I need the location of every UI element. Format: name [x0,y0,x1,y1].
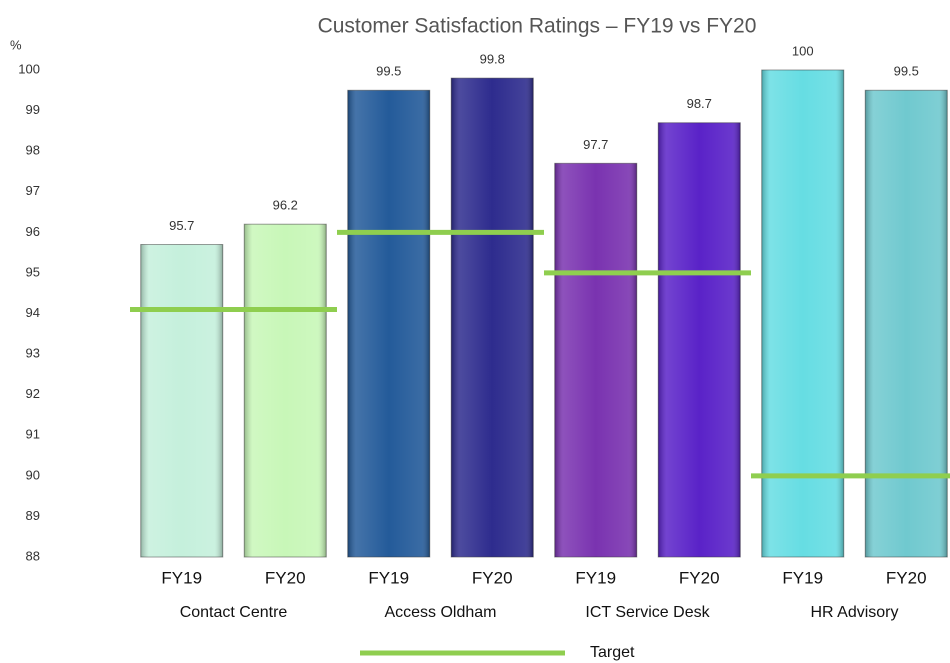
bar-bevel [658,122,741,557]
bar-bevel [865,90,948,558]
y-tick-label: 99 [26,102,40,117]
value-label: 100 [792,43,814,58]
value-label: 95.7 [169,218,194,233]
y-tick-label: 91 [26,427,40,442]
y-tick-label: 100 [18,61,40,76]
x-tick-label: FY19 [575,568,616,587]
y-tick-label: 97 [26,183,40,198]
bar-bevel [244,224,327,557]
y-tick-label: 96 [26,224,40,239]
y-tick-label: 92 [26,386,40,401]
y-tick-label: 88 [26,548,40,563]
y-tick-label: 90 [26,467,40,482]
bar-bevel [761,70,844,557]
group-label: Access Oldham [384,604,496,621]
x-tick-label: FY20 [265,568,306,587]
value-label: 97.7 [583,137,608,152]
y-tick-label: 89 [26,508,40,523]
y-tick-label: 94 [26,305,40,320]
value-label: 96.2 [273,198,298,213]
bar-bevel [347,90,430,558]
x-tick-label: FY19 [782,568,823,587]
x-tick-label: FY20 [679,568,720,587]
x-tick-label: FY20 [886,568,927,587]
bar-bevel [451,78,534,557]
y-axis-label: % [10,37,22,52]
value-label: 99.5 [376,64,401,79]
chart-title: Customer Satisfaction Ratings – FY19 vs … [318,15,757,38]
group-label: Contact Centre [180,604,288,621]
value-label: 98.7 [687,96,712,111]
y-tick-label: 98 [26,143,40,158]
value-label: 99.5 [894,64,919,79]
value-label: 99.8 [480,52,505,67]
bar-bevel [140,244,223,557]
legend-label: Target [590,644,635,661]
y-tick-label: 93 [26,346,40,361]
bar-bevel [554,163,637,557]
group-label: ICT Service Desk [585,604,710,621]
x-tick-label: FY20 [472,568,513,587]
group-label: HR Advisory [810,604,898,621]
y-tick-label: 95 [26,264,40,279]
x-tick-label: FY19 [368,568,409,587]
x-tick-label: FY19 [161,568,202,587]
